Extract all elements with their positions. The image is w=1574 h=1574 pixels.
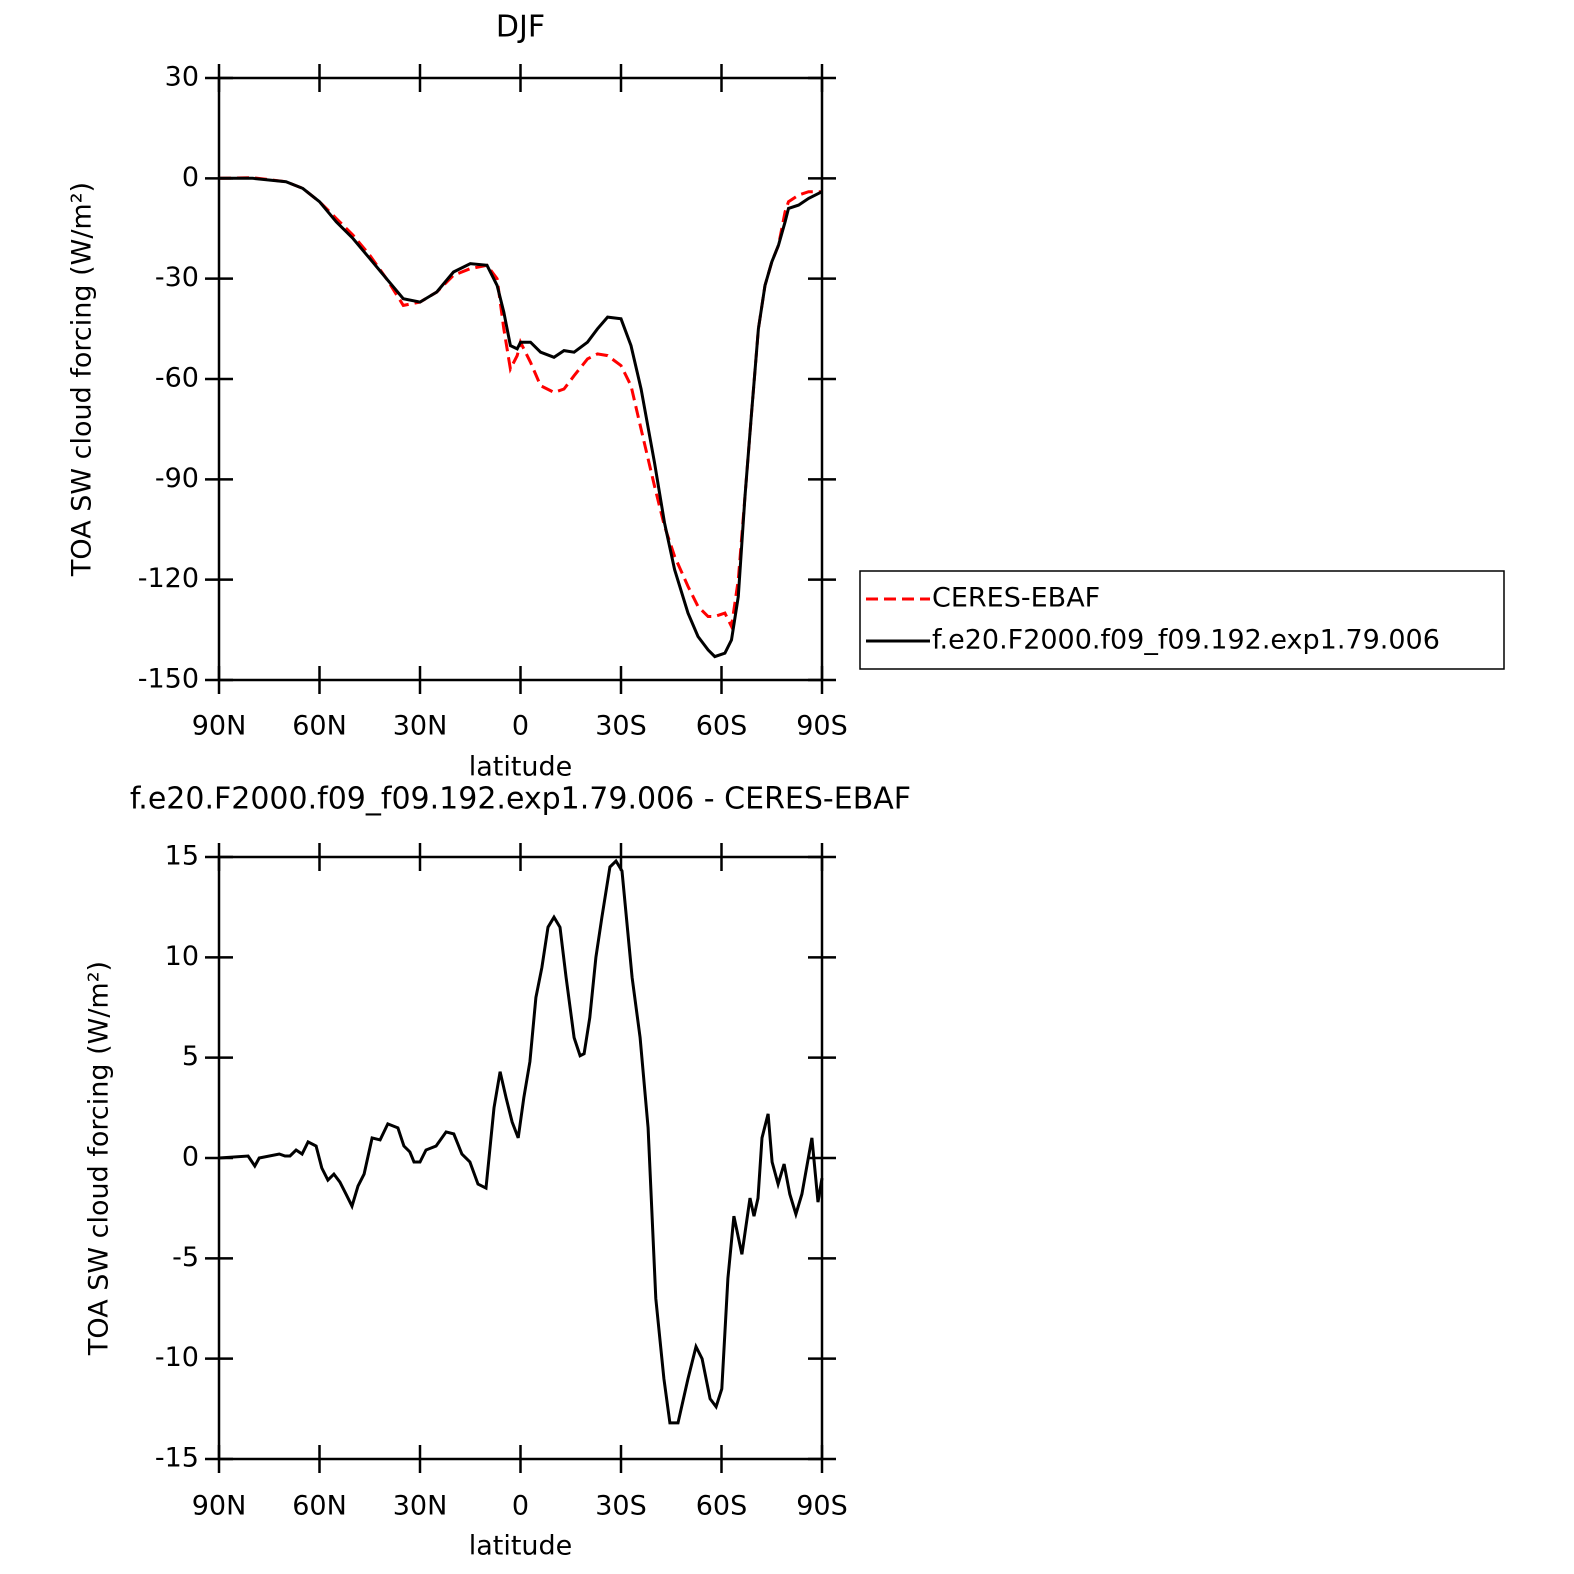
chart-title: f.e20.F2000.f09_f09.192.exp1.79.006 - CE…: [130, 782, 911, 817]
data-line: [218, 858, 824, 1425]
x-tick-label: 0: [512, 1491, 529, 1522]
y-tick-label: -5: [172, 1242, 199, 1273]
y-tick-label: -150: [138, 664, 199, 695]
data-line: [219, 176, 823, 659]
x-tick-label: 0: [512, 711, 529, 742]
plot-frame: [217, 855, 824, 1461]
y-tick-label: -120: [138, 563, 199, 594]
y-tick-label: -90: [155, 463, 199, 494]
y-tick-label: -10: [155, 1342, 199, 1373]
y-tick-label: 0: [182, 162, 199, 193]
data-line: [218, 176, 822, 632]
x-tick-label: 30S: [595, 711, 647, 742]
y-axis-label: TOA SW cloud forcing (W/m²): [84, 961, 115, 1356]
y-tick-label: -30: [155, 262, 199, 293]
legend-label: f.e20.F2000.f09_f09.192.exp1.79.006: [932, 625, 1440, 656]
x-tick-label: 60S: [696, 1491, 748, 1522]
plot-frame: [217, 76, 824, 682]
x-tick-label: 90N: [192, 1491, 247, 1522]
x-tick-label: 90N: [192, 711, 247, 742]
legend-box: [859, 570, 1505, 670]
x-tick-label: 60N: [292, 1491, 347, 1522]
y-tick-label: 5: [182, 1041, 199, 1072]
x-axis-label: latitude: [469, 1531, 573, 1562]
x-tick-label: 30S: [595, 1491, 647, 1522]
chart-title: DJF: [496, 10, 545, 45]
y-tick-label: 10: [165, 941, 199, 972]
x-axis-label: latitude: [469, 752, 573, 783]
y-tick-label: -60: [155, 363, 199, 394]
y-tick-label: 15: [165, 841, 199, 872]
y-tick-label: 30: [165, 62, 199, 93]
x-tick-label: 60S: [696, 711, 748, 742]
y-tick-label: 0: [182, 1142, 199, 1173]
x-tick-label: 90S: [796, 711, 848, 742]
x-tick-label: 90S: [796, 1491, 848, 1522]
legend-label: CERES-EBAF: [932, 583, 1100, 614]
x-tick-label: 30N: [393, 1491, 448, 1522]
y-tick-label: -15: [155, 1443, 199, 1474]
y-axis-label: TOA SW cloud forcing (W/m²): [67, 182, 98, 577]
x-tick-label: 30N: [393, 711, 448, 742]
x-tick-label: 60N: [292, 711, 347, 742]
